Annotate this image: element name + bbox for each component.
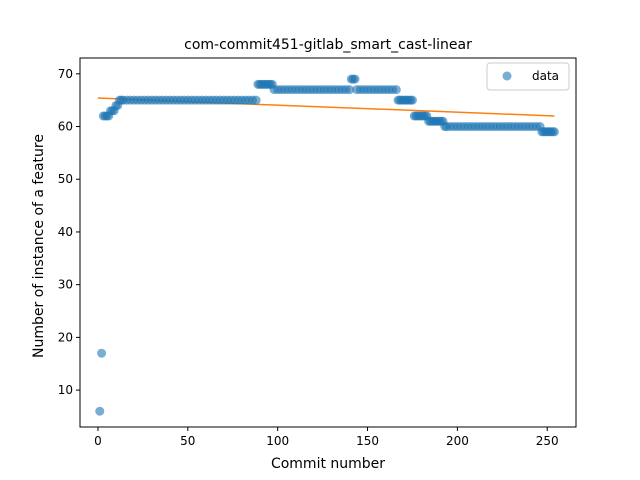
axes-frame [79,57,577,428]
legend: data [486,62,570,91]
x-tick-label: 100 [266,434,289,448]
y-tick-label: 60 [58,120,73,134]
y-tick-label: 70 [58,67,73,81]
y-axis-label: Number of instance of a feature [31,134,47,358]
y-tick-label: 10 [58,383,73,397]
legend-marker-data [502,71,512,81]
data-point [345,85,355,95]
x-tick-label: 200 [446,434,469,448]
x-tick-label: 0 [94,434,102,448]
chart-title: com-commit451-gitlab_smart_cast-linear [184,37,472,53]
x-tick-label: 150 [356,434,379,448]
x-axis-ticks: 0 50 100 150 200 250 [94,427,559,448]
data-point [549,127,559,137]
y-tick-label: 30 [58,278,73,292]
y-tick-label: 20 [58,330,73,344]
data-point [391,85,401,95]
legend-box [486,62,570,91]
x-tick-label: 50 [180,434,195,448]
data-point [95,406,105,416]
x-tick-label: 250 [536,434,559,448]
x-axis-label: Commit number [271,456,385,472]
data-point [97,348,107,358]
y-axis-ticks: 10 20 30 40 50 60 70 [58,67,80,397]
data-points-layer [95,74,559,416]
data-point [350,74,360,84]
legend-label-data: data [532,69,559,83]
data-point [251,95,261,105]
data-point [407,95,417,105]
y-tick-label: 40 [58,225,73,239]
y-tick-label: 50 [58,172,73,186]
